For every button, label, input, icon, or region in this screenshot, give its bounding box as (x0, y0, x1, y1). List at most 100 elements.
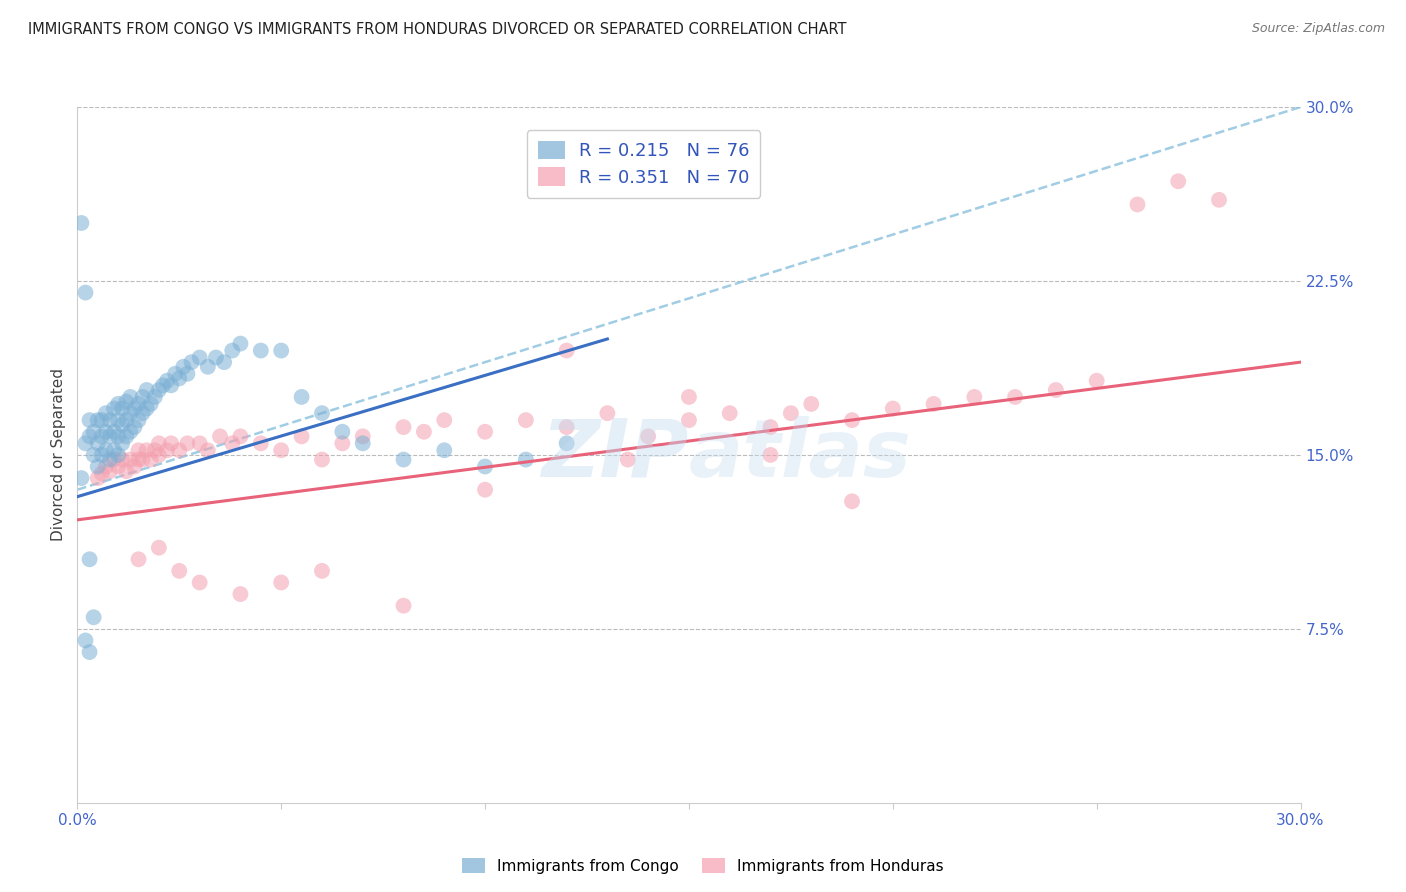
Point (205, 351, 228, 365)
Point (83, 610, 105, 624)
Point (596, 406, 619, 420)
Point (229, 429, 252, 443)
Point (270, 443, 292, 458)
Point (87, 471, 110, 485)
Point (882, 401, 904, 416)
Point (128, 552, 150, 566)
Point (98, 464, 121, 478)
Point (90, 448, 112, 462)
Point (392, 599, 415, 613)
Legend: Immigrants from Congo, Immigrants from Honduras: Immigrants from Congo, Immigrants from H… (456, 852, 950, 880)
Point (1085, 374, 1108, 388)
Point (75, 285, 97, 300)
Point (75, 633, 97, 648)
Point (392, 452, 415, 467)
Point (433, 413, 456, 427)
Point (124, 459, 146, 474)
Point (555, 343, 578, 358)
Point (111, 452, 134, 467)
Point (107, 459, 129, 474)
Point (148, 541, 170, 555)
Point (70, 216, 93, 230)
Point (94, 425, 117, 439)
Point (83, 448, 105, 462)
Point (120, 406, 142, 420)
Point (128, 397, 150, 411)
Point (176, 436, 198, 450)
Point (963, 390, 986, 404)
Point (311, 452, 333, 467)
Point (148, 436, 170, 450)
Point (135, 383, 157, 397)
Point (176, 367, 198, 381)
Point (718, 406, 741, 420)
Point (111, 401, 134, 416)
Point (98, 413, 121, 427)
Point (209, 429, 232, 443)
Point (135, 443, 157, 458)
Point (212, 355, 235, 369)
Point (841, 413, 863, 427)
Point (311, 406, 333, 420)
Point (780, 406, 803, 420)
Point (188, 351, 211, 365)
Point (94, 443, 117, 458)
Point (111, 436, 134, 450)
Point (156, 374, 179, 388)
Point (139, 452, 162, 467)
Point (156, 443, 179, 458)
Point (124, 420, 146, 434)
Point (87, 413, 110, 427)
Point (87, 436, 110, 450)
Point (221, 343, 243, 358)
Point (172, 359, 194, 374)
Point (352, 429, 374, 443)
Point (98, 429, 121, 443)
Point (115, 394, 138, 409)
Point (70, 471, 93, 485)
Point (169, 564, 191, 578)
Point (90, 429, 112, 443)
Point (1045, 383, 1067, 397)
Point (229, 336, 252, 351)
Point (637, 429, 659, 443)
Point (165, 367, 187, 381)
Point (115, 429, 138, 443)
Point (115, 413, 138, 427)
Point (148, 383, 170, 397)
Point (678, 390, 700, 404)
Point (79, 429, 101, 443)
Point (124, 401, 146, 416)
Point (332, 425, 354, 439)
Point (79, 645, 101, 659)
Point (474, 425, 496, 439)
Point (270, 575, 292, 590)
Point (103, 425, 125, 439)
Point (800, 397, 823, 411)
Point (291, 429, 314, 443)
Point (103, 452, 125, 467)
Point (107, 448, 129, 462)
Point (413, 425, 436, 439)
Point (759, 448, 782, 462)
Text: ZIP: ZIP (541, 416, 689, 494)
Point (131, 390, 153, 404)
Point (515, 413, 537, 427)
Point (197, 443, 219, 458)
Point (250, 343, 273, 358)
Point (474, 459, 496, 474)
Point (555, 420, 578, 434)
Point (270, 343, 292, 358)
Point (139, 397, 162, 411)
Point (143, 390, 166, 404)
Point (759, 420, 782, 434)
Point (160, 378, 183, 392)
Point (229, 587, 252, 601)
Point (922, 397, 945, 411)
Point (169, 371, 191, 385)
Point (94, 406, 117, 420)
Point (197, 359, 219, 374)
Point (120, 452, 142, 467)
Point (678, 413, 700, 427)
Point (555, 436, 578, 450)
